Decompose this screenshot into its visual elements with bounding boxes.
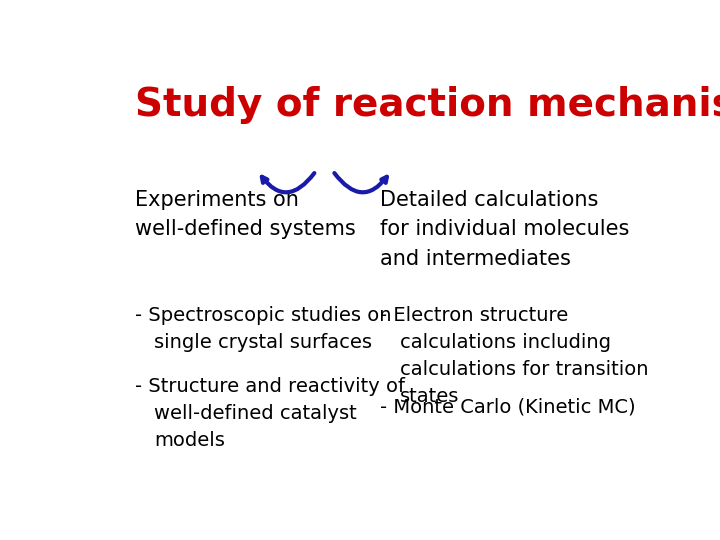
Text: calculations for transition: calculations for transition: [400, 360, 648, 379]
Text: Study of reaction mechanisms: Study of reaction mechanisms: [135, 85, 720, 124]
Text: Detailed calculations
for individual molecules
and intermediates: Detailed calculations for individual mol…: [380, 190, 629, 269]
Text: well-defined catalyst: well-defined catalyst: [154, 404, 357, 423]
Text: models: models: [154, 431, 225, 450]
Text: states: states: [400, 387, 459, 406]
Text: - Monte Carlo (Kinetic MC): - Monte Carlo (Kinetic MC): [380, 397, 636, 416]
Text: single crystal surfaces: single crystal surfaces: [154, 333, 372, 352]
Text: Experiments on
well-defined systems: Experiments on well-defined systems: [135, 190, 356, 239]
Text: - Spectroscopic studies on: - Spectroscopic studies on: [135, 306, 391, 325]
Text: - Electron structure: - Electron structure: [380, 306, 568, 325]
Text: - Structure and reactivity of: - Structure and reactivity of: [135, 377, 405, 396]
Text: calculations including: calculations including: [400, 333, 611, 352]
